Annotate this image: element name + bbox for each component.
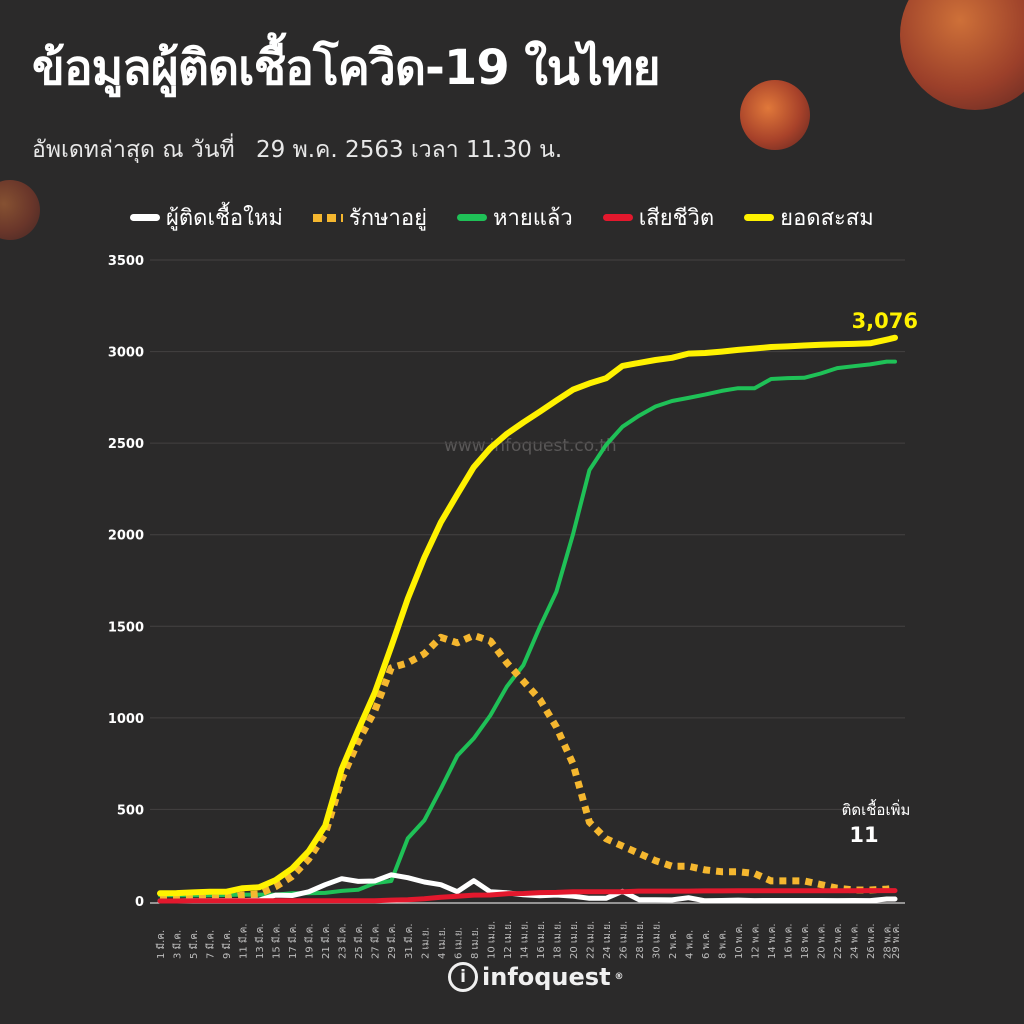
x-tick-label: 4 พ.ค. [685,930,696,959]
updated-timestamp: อัพเดทล่าสุด ณ วันที่ 29 พ.ค. 2563 เวลา … [32,132,576,168]
y-tick-label: 3500 [108,254,144,269]
x-tick-label: 28 เม.ย. [635,921,646,959]
x-tick-label: 1 มี.ค. [155,930,167,959]
logo-registered-mark: ® [614,972,624,982]
legend-label-new: ผู้ติดเชื้อใหม่ [166,206,283,231]
legend-item-recovered: หายแล้ว [456,200,573,235]
x-tick-label: 26 พ.ค. [866,923,877,959]
y-tick-label: 0 [135,895,144,910]
x-tick-label: 15 มี.ค. [271,923,283,959]
legend-item-cumulative: ยอดสะสม [744,200,874,235]
infoquest-logo: i infoquest ® [448,962,624,992]
x-tick-label: 22 เม.ย. [585,921,596,959]
series-line-cumulative [157,334,898,897]
updated-label: อัพเดทล่าสุด ณ วันที่ [32,137,235,163]
updated-value: 29 พ.ค. 2563 เวลา 11.30 น. [256,137,563,163]
x-tick-label: 6 เม.ย. [453,927,464,959]
legend-item-active: รักษาอยู่ [312,200,427,235]
legend-swatch-deaths [602,214,633,221]
x-tick-label: 29 มี.ค. [386,923,398,959]
legend-swatch-recovered [456,214,487,221]
y-tick-label: 1000 [108,712,144,727]
x-tick-label: 27 มี.ค. [370,923,382,959]
series-line-recovered [158,359,897,898]
x-tick-label: 26 เม.ย. [618,921,629,959]
total-cases-label: 3,076 [852,309,918,333]
x-tick-label: 20 เม.ย. [569,921,580,959]
x-tick-label: 14 พ.ค. [767,923,778,959]
series-line-active [159,631,896,903]
legend-label-cumulative: ยอดสะสม [780,206,874,231]
x-tick-label: 24 พ.ค. [850,923,861,959]
x-tick-label: 12 เม.ย. [503,921,514,959]
x-tick-label: 30 เม.ย. [652,921,663,959]
virus-decoration-medium [740,80,810,150]
x-tick-label: 16 พ.ค. [784,923,795,959]
x-tick-label: 17 มี.ค. [287,923,299,959]
x-tick-label: 24 เม.ย. [602,921,613,959]
x-tick-label: 21 มี.ค. [320,923,332,959]
x-tick-label: 16 เม.ย. [536,921,547,959]
x-tick-label: 9 มี.ค. [221,930,233,959]
x-tick-label: 2 พ.ค. [668,930,679,959]
legend-swatch-cumulative [744,214,775,221]
x-tick-label: 5 มี.ค. [188,930,200,959]
x-tick-label: 29 พ.ค. [891,923,902,959]
legend-swatch-new [130,214,160,221]
x-tick-label: 8 พ.ค. [718,930,729,959]
x-tick-label: 10 พ.ค. [734,923,745,959]
x-tick-label: 31 มี.ค. [403,923,415,959]
y-tick-label: 2500 [108,437,144,452]
x-tick-label: 10 เม.ย. [486,921,497,959]
chart-legend: ผู้ติดเชื้อใหม่ รักษาอยู่ หายแล้ว เสียชี… [130,200,874,235]
series-line-deaths [157,888,898,904]
x-tick-label: 14 เม.ย. [519,921,530,959]
legend-item-new: ผู้ติดเชื้อใหม่ [130,200,283,235]
y-tick-label: 1500 [108,620,144,635]
x-tick-label: 19 มี.ค. [304,923,316,959]
x-tick-label: 18 พ.ค. [800,923,811,959]
legend-label-deaths: เสียชีวิต [638,206,715,231]
x-tick-label: 12 พ.ค. [751,923,762,959]
x-tick-label: 8 เม.ย. [470,927,481,959]
page-title: ข้อมูลผู้ติดเชื้อโควิด-19 ในไทย [32,40,661,96]
new-cases-caption: ติดเชื้อเพิ่ม [842,799,911,819]
legend-item-deaths: เสียชีวิต [602,200,715,235]
x-tick-label: 13 มี.ค. [254,923,266,959]
legend-swatch-active [312,213,343,222]
x-tick-label: 25 มี.ค. [353,923,365,959]
x-tick-label: 18 เม.ย. [552,921,563,959]
logo-text: infoquest [482,963,611,991]
x-tick-label: 3 มี.ค. [172,930,184,959]
x-tick-label: 20 พ.ค. [817,923,828,959]
y-tick-label: 500 [117,803,144,818]
info-magnifier-icon: i [448,962,478,992]
legend-label-active: รักษาอยู่ [348,206,427,231]
x-tick-label: 2 เม.ย. [420,927,431,959]
x-tick-label: 7 มี.ค. [205,930,217,959]
x-tick-label: 22 พ.ค. [833,923,844,959]
x-tick-label: 23 มี.ค. [337,923,349,959]
x-tick-label: 11 มี.ค. [238,923,250,959]
new-cases-value: 11 [849,823,878,847]
legend-label-recovered: หายแล้ว [492,206,573,231]
y-tick-label: 3000 [108,346,144,361]
x-tick-label: 6 พ.ค. [701,930,712,959]
y-tick-label: 2000 [108,529,144,544]
x-tick-label: 4 เม.ย. [437,927,448,959]
x-tick-label: 28 พ.ค. [883,923,894,959]
